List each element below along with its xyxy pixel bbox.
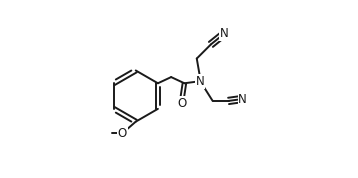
Text: N: N (220, 27, 228, 40)
Text: N: N (196, 75, 205, 88)
Text: O: O (118, 127, 127, 140)
Text: O: O (177, 97, 187, 110)
Text: N: N (238, 93, 247, 106)
